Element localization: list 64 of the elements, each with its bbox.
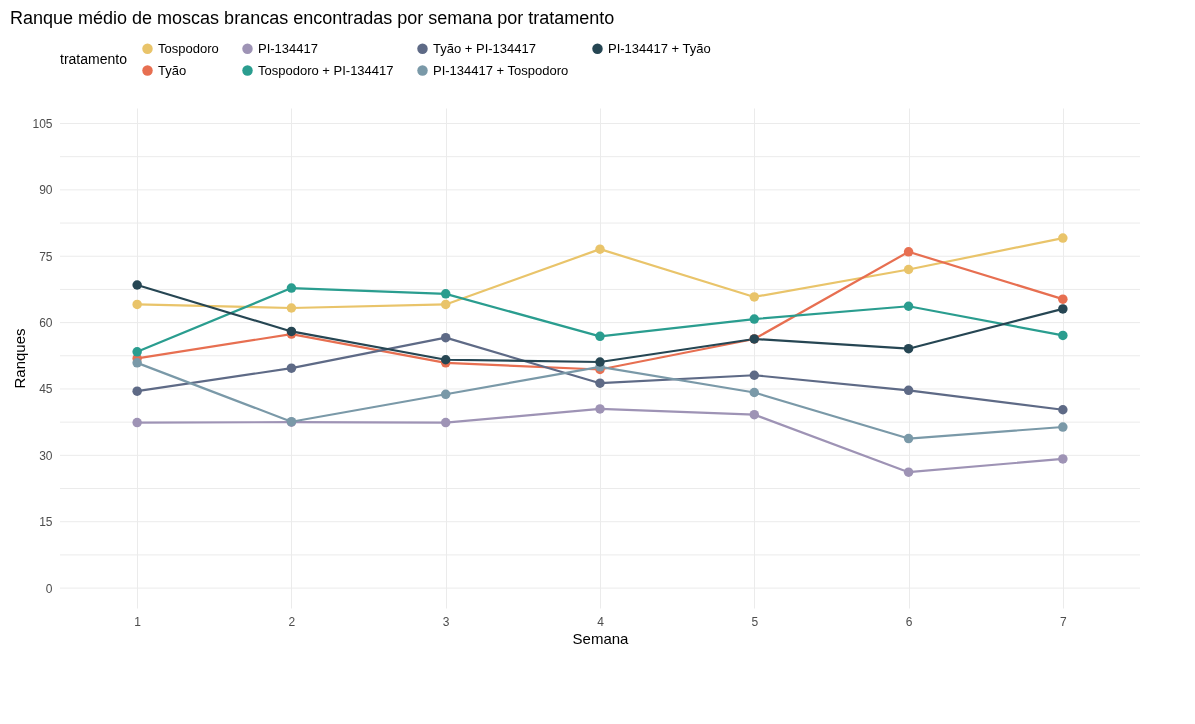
legend-label: Tospodoro <box>158 40 219 56</box>
point <box>132 299 142 310</box>
point <box>132 280 142 290</box>
point <box>1058 304 1068 314</box>
x-tick-label: 4 <box>597 614 605 629</box>
y-tick-label: 15 <box>39 515 53 530</box>
point <box>595 378 605 388</box>
point <box>1058 422 1068 432</box>
point <box>903 301 914 311</box>
point <box>132 386 142 396</box>
point <box>286 283 297 293</box>
y-tick-label: 0 <box>45 581 53 596</box>
point <box>595 244 605 254</box>
point <box>903 385 914 396</box>
point <box>1058 233 1068 243</box>
x-tick-label: 1 <box>134 614 142 629</box>
legend-label: PI-134417 + Tyão <box>608 40 711 56</box>
y-tick-label: 75 <box>39 249 53 264</box>
point <box>903 467 914 477</box>
point <box>903 264 914 275</box>
point <box>440 332 451 343</box>
point <box>440 417 451 428</box>
y-tick-label: 60 <box>39 316 53 331</box>
point <box>132 358 142 368</box>
point <box>903 247 914 257</box>
point <box>1058 294 1068 304</box>
legend-label: Tyão + PI-134417 <box>433 40 536 56</box>
point <box>749 370 760 380</box>
point <box>595 404 605 414</box>
x-axis-title: Semana <box>572 629 630 647</box>
y-tick-label: 90 <box>39 183 53 198</box>
legend-label: PI-134417 + Tospodoro <box>433 62 569 78</box>
y-axis-title: Ranques <box>11 328 29 389</box>
x-tick-label: 5 <box>751 614 759 629</box>
point <box>440 299 451 310</box>
x-tick-label: 7 <box>1060 614 1068 629</box>
point <box>286 363 297 373</box>
point <box>440 389 451 400</box>
chart-title: Ranque médio de moscas brancas encontradas por semana por tratamento <box>10 8 615 28</box>
point <box>440 289 451 299</box>
legend-title: tratamento <box>60 51 128 67</box>
point <box>595 357 605 367</box>
point <box>749 292 760 302</box>
point <box>132 417 142 428</box>
x-tick-label: 2 <box>288 614 296 629</box>
point <box>1058 405 1068 415</box>
y-tick-label: 30 <box>39 448 53 463</box>
point <box>749 409 760 420</box>
y-tick-label: 105 <box>32 116 53 131</box>
x-tick-label: 3 <box>442 614 450 629</box>
point <box>595 331 605 342</box>
point <box>903 343 914 354</box>
point <box>132 347 142 357</box>
legend-label: PI-134417 <box>258 40 318 56</box>
point <box>1058 330 1068 341</box>
y-tick-label: 45 <box>39 382 53 397</box>
x-tick-label: 6 <box>905 614 913 629</box>
legend-label: Tyão <box>158 62 187 78</box>
point <box>749 314 760 324</box>
point <box>903 433 914 444</box>
point <box>749 387 760 398</box>
point <box>1058 454 1068 464</box>
legend-label: Tospodoro + PI-134417 <box>258 62 394 78</box>
point <box>286 303 297 313</box>
